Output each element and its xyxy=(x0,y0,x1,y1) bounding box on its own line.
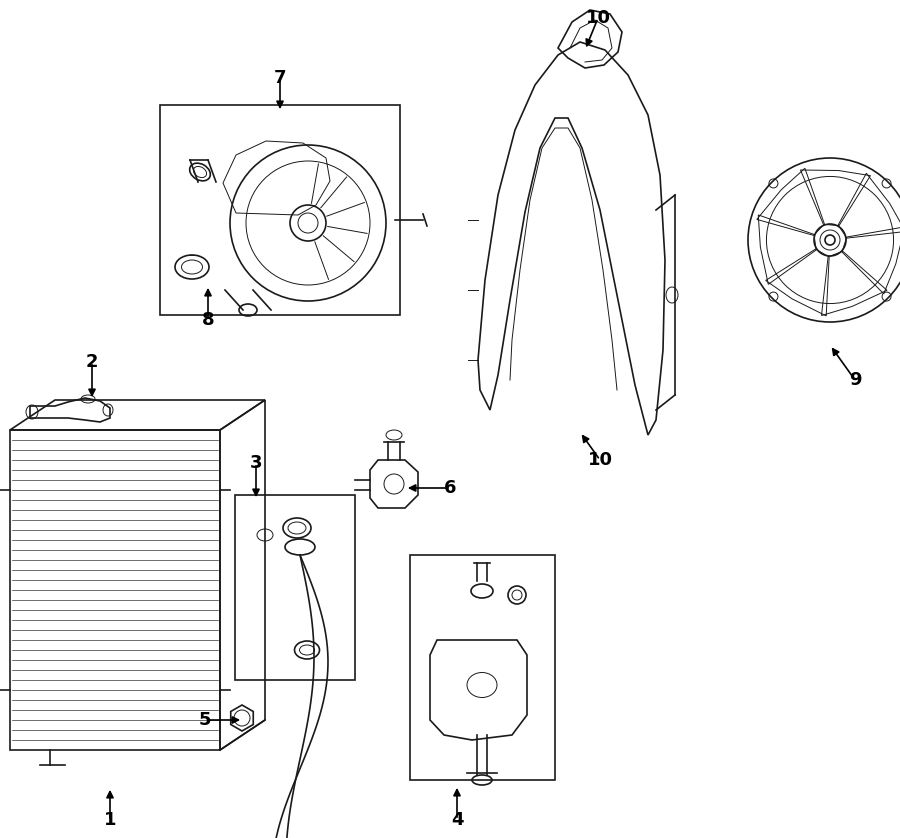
Text: 8: 8 xyxy=(202,311,214,329)
Bar xyxy=(160,105,400,315)
Text: 5: 5 xyxy=(199,711,212,729)
Text: 4: 4 xyxy=(451,811,464,829)
Text: 1: 1 xyxy=(104,811,116,829)
Text: 7: 7 xyxy=(274,69,286,87)
Text: 10: 10 xyxy=(586,9,610,27)
Text: 2: 2 xyxy=(86,353,98,371)
Bar xyxy=(410,555,555,780)
Bar xyxy=(235,495,355,680)
Text: 9: 9 xyxy=(849,371,861,389)
Text: 10: 10 xyxy=(588,451,613,469)
Text: 6: 6 xyxy=(444,479,456,497)
Text: 3: 3 xyxy=(250,454,262,472)
